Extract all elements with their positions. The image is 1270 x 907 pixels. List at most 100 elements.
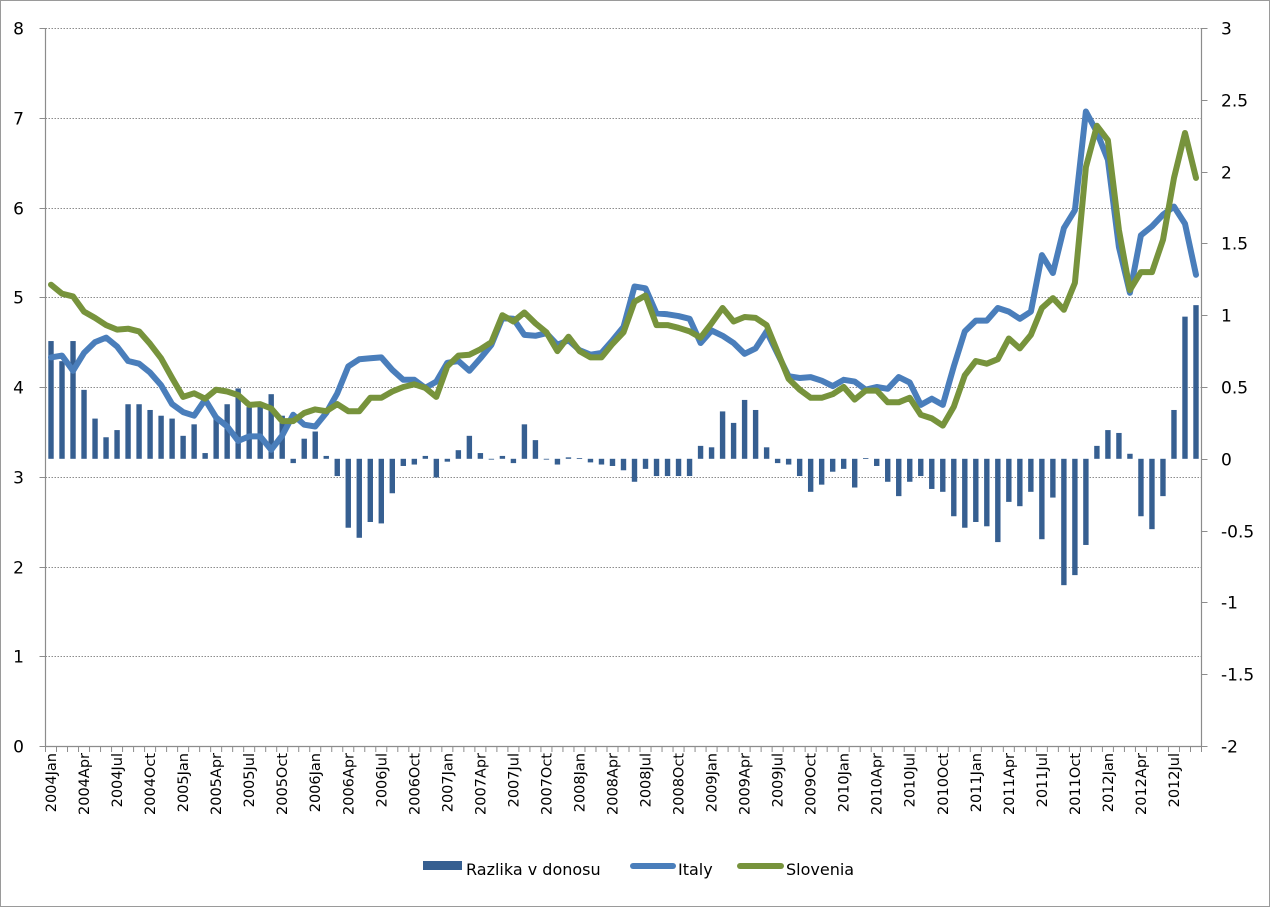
bar — [1138, 458, 1144, 517]
bar — [763, 447, 770, 459]
bar — [1149, 458, 1155, 530]
bar — [466, 435, 473, 459]
y-left-tick-label: 3 — [13, 469, 24, 489]
x-tick-label: 2006Jan — [308, 753, 324, 812]
y-left-tick-label: 5 — [13, 289, 24, 309]
bar — [191, 424, 197, 459]
bar — [554, 458, 561, 465]
x-tick-label: 2008Apr — [605, 753, 621, 815]
y-left-tick-label: 8 — [13, 20, 24, 40]
bar — [675, 458, 682, 477]
bar — [1072, 458, 1078, 576]
legend-label-italy: Italy — [678, 860, 713, 879]
bar — [620, 458, 627, 471]
y-axis-right-labels: -2 -1.5 -1 -0.5 0 0.5 1 1.5 2 2.5 3 — [1221, 20, 1254, 758]
x-axis-labels: 2004Jan 2004Apr 2004Jul 2004Oct 2005Jan 2005A… — [44, 753, 1183, 815]
y-right-tick-label: 0 — [1221, 451, 1232, 471]
bar — [92, 418, 98, 459]
bar — [962, 458, 968, 528]
x-tick-label: 2004Jan — [44, 753, 60, 812]
bar — [400, 458, 407, 466]
y-left-tick-label: 0 — [13, 738, 24, 758]
bar — [356, 458, 362, 538]
bar — [235, 388, 241, 459]
bar — [411, 458, 418, 465]
x-tick-label: 2008Jan — [572, 753, 588, 812]
y-left-tick-label: 2 — [13, 559, 24, 579]
x-tick-label: 2009Apr — [738, 753, 754, 815]
y-right-tick-label: 1 — [1221, 307, 1232, 327]
x-tick-label: 2010Jan — [837, 753, 853, 812]
y-right-tick-label: -1 — [1221, 594, 1238, 614]
x-tick-label: 2010Jul — [903, 753, 919, 807]
y-right-tick-label: -0.5 — [1221, 523, 1254, 543]
bar — [477, 453, 484, 459]
x-tick-label: 2009Oct — [804, 753, 820, 815]
bar — [874, 458, 880, 466]
axes — [39, 28, 1208, 752]
x-tick-label: 2008Oct — [672, 753, 688, 815]
bar — [796, 458, 803, 477]
y-left-tick-label: 4 — [13, 379, 24, 399]
bar — [907, 458, 913, 482]
bar — [565, 457, 572, 459]
bar — [1171, 409, 1177, 459]
bar — [587, 458, 594, 463]
line-italy — [48, 108, 1199, 453]
y-right-tick-label: -2 — [1221, 738, 1238, 758]
bar — [246, 407, 252, 459]
bar — [290, 458, 296, 464]
x-tick-label: 2007Oct — [539, 753, 555, 815]
x-tick-label: 2011Apr — [1002, 753, 1018, 815]
x-tick-label: 2009Jul — [771, 753, 787, 807]
legend: Razlika v donosu Italy Slovenia — [423, 860, 854, 879]
bar — [730, 422, 737, 459]
x-tick-label: 2011Oct — [1068, 753, 1084, 815]
bar — [829, 458, 836, 472]
bar — [863, 458, 869, 459]
bar — [389, 458, 395, 494]
bar — [202, 453, 208, 459]
bar — [1083, 458, 1089, 545]
bar — [224, 404, 230, 459]
bar — [510, 458, 517, 464]
bar — [532, 440, 539, 459]
bar — [653, 458, 660, 477]
bar — [158, 415, 164, 459]
bar — [114, 430, 120, 459]
y-right-tick-label: -1.5 — [1221, 666, 1254, 686]
line-slovenia — [48, 122, 1199, 429]
legend-label-razlika: Razlika v donosu — [466, 860, 601, 879]
x-tick-label: 2011Jul — [1035, 753, 1051, 807]
x-tick-label: 2006Oct — [407, 753, 423, 815]
bar — [312, 431, 318, 459]
bar — [147, 409, 153, 459]
bar — [1127, 453, 1133, 459]
x-tick-label: 2004Apr — [77, 753, 93, 815]
bar — [984, 458, 990, 527]
bar — [719, 411, 726, 459]
bar — [1028, 458, 1034, 492]
x-tick-label: 2007Jan — [440, 753, 456, 812]
y-right-tick-label: 2 — [1221, 164, 1232, 184]
bar — [1116, 432, 1122, 459]
bar — [257, 405, 263, 459]
bar — [213, 415, 219, 459]
x-tick-label: 2010Oct — [936, 753, 952, 815]
bar — [1006, 458, 1012, 502]
bar — [1193, 305, 1199, 459]
bar — [973, 458, 979, 522]
bar — [940, 458, 946, 492]
bar — [929, 458, 935, 489]
bar — [125, 404, 131, 459]
x-tick-label: 2004Oct — [143, 753, 159, 815]
y-left-tick-label: 7 — [13, 110, 24, 130]
bar — [367, 458, 373, 522]
bar — [455, 450, 462, 459]
bar — [301, 438, 307, 459]
bar — [1017, 458, 1023, 507]
bar — [268, 394, 274, 459]
bar — [631, 458, 638, 482]
bar — [576, 458, 583, 459]
